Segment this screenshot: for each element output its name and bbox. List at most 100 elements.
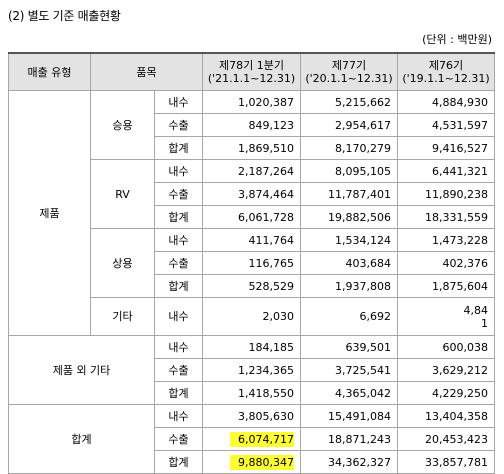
sub-label: 합계 xyxy=(154,136,203,160)
value-cell: 9,416,527 xyxy=(397,136,495,160)
value-cell: 33,857,781 xyxy=(397,450,495,474)
value-cell: 18,871,243 xyxy=(300,427,398,451)
value-cell: 11,787,401 xyxy=(300,182,398,206)
value-cell: 2,030 xyxy=(202,297,301,336)
highlight-mark: 6,074,717 xyxy=(230,431,294,447)
value-cell: 1,875,604 xyxy=(397,274,495,298)
value-cell: 8,095,105 xyxy=(300,159,398,183)
sub-label: 수출 xyxy=(154,427,203,451)
value-cell: 1,937,808 xyxy=(300,274,398,298)
value-cell: 1,869,510 xyxy=(202,136,301,160)
sub-label: 수출 xyxy=(154,358,203,382)
value-cell: 4,531,597 xyxy=(397,113,495,137)
sub-label: 내수 xyxy=(154,404,203,428)
header-period-76-name: 제76기 xyxy=(428,59,464,72)
header-period-78: 제78기 1분기 ('21.1.1~12.31) xyxy=(202,52,301,91)
sub-label: 수출 xyxy=(154,113,203,137)
group-total: 합계 xyxy=(8,404,155,474)
value-cell: 5,215,662 xyxy=(300,90,398,114)
value-cell: 402,376 xyxy=(397,251,495,275)
sub-label: 내수 xyxy=(154,297,203,336)
sub-label: 내수 xyxy=(154,335,203,359)
value-wrap-line-2: 1 xyxy=(481,316,488,330)
table-row: 합계 6,061,728 19,882,506 18,331,559 xyxy=(9,205,495,229)
item-etc: 기타 xyxy=(90,297,155,336)
sub-label: 수출 xyxy=(154,182,203,206)
value-cell: 6,441,321 xyxy=(397,159,495,183)
value-cell: 528,529 xyxy=(202,274,301,298)
header-item: 품목 xyxy=(90,52,203,91)
table-row: 합계 1,418,550 4,365,042 4,229,250 xyxy=(9,381,495,405)
value-cell: 4,884,930 xyxy=(397,90,495,114)
table-row: 수출 849,123 2,954,617 4,531,597 xyxy=(9,113,495,137)
sub-label: 합계 xyxy=(154,381,203,405)
sub-label: 내수 xyxy=(154,90,203,114)
unit-label: (단위 : 백만원) xyxy=(422,33,492,46)
group-other: 제품 외 기타 xyxy=(8,335,155,405)
value-cell: 15,491,084 xyxy=(300,404,398,428)
value-cell: 19,882,506 xyxy=(300,205,398,229)
sales-table: 매출 유형 품목 제78기 1분기 ('21.1.1~12.31) 제77기 (… xyxy=(8,52,495,474)
value-cell: 18,331,559 xyxy=(397,205,495,229)
value-cell: 403,684 xyxy=(300,251,398,275)
table-row: 수출 116,765 403,684 402,376 xyxy=(9,251,495,275)
sub-label: 합계 xyxy=(154,450,203,474)
value-cell: 1,234,365 xyxy=(202,358,301,382)
value-cell: 1,473,228 xyxy=(397,228,495,252)
sub-label: 내수 xyxy=(154,159,203,183)
value-cell: 600,038 xyxy=(397,335,495,359)
header-sales-type: 매출 유형 xyxy=(8,52,91,91)
value-cell: 3,805,630 xyxy=(202,404,301,428)
value-cell: 4,365,042 xyxy=(300,381,398,405)
value-cell: 411,764 xyxy=(202,228,301,252)
value-cell: 1,534,124 xyxy=(300,228,398,252)
table-row: 수출 6,074,717 18,871,243 20,453,423 xyxy=(9,427,495,451)
sub-label: 합계 xyxy=(154,274,203,298)
header-period-76-range: ('19.1.1~12.31) xyxy=(402,72,490,85)
value-cell-highlighted: 9,880,347 xyxy=(202,450,301,474)
value-cell: 639,501 xyxy=(300,335,398,359)
value-wrap-line-1: 4,84 xyxy=(463,303,489,317)
value-cell: 3,725,541 xyxy=(300,358,398,382)
header-period-78-name: 제78기 1분기 xyxy=(219,59,284,72)
table-row: 합계 내수 3,805,630 15,491,084 13,404,358 xyxy=(8,404,495,474)
value-cell: 2,187,264 xyxy=(202,159,301,183)
header-row: 매출 유형 품목 제78기 1분기 ('21.1.1~12.31) 제77기 (… xyxy=(8,52,495,91)
value-cell: 3,874,464 xyxy=(202,182,301,206)
value-cell: 849,123 xyxy=(202,113,301,137)
item-commercial: 상용 xyxy=(90,228,155,298)
table-row: RV 내수 2,187,264 8,095,105 6,441,321 xyxy=(9,159,495,229)
header-period-76: 제76기 ('19.1.1~12.31) xyxy=(397,52,495,91)
value-cell: 4,229,250 xyxy=(397,381,495,405)
value-cell: 20,453,423 xyxy=(397,427,495,451)
header-period-78-range: ('21.1.1~12.31) xyxy=(207,72,296,85)
header-period-77-name: 제77기 xyxy=(331,59,367,72)
value-cell: 116,765 xyxy=(202,251,301,275)
value-cell: 6,692 xyxy=(300,297,398,336)
table-row: 상용 내수 411,764 1,534,124 1,473,228 xyxy=(9,228,495,298)
value-cell: 3,629,212 xyxy=(397,358,495,382)
sub-label: 수출 xyxy=(154,251,203,275)
table-row: 제품 승용 내수 1,020,387 5,215,662 4,884,930 xyxy=(8,90,495,336)
header-period-77-range: ('20.1.1~12.31) xyxy=(305,72,393,85)
item-passenger: 승용 xyxy=(90,90,155,160)
table-row: 합계 528,529 1,937,808 1,875,604 xyxy=(9,274,495,298)
value-cell: 13,404,358 xyxy=(397,404,495,428)
section-title: (2) 별도 기준 매출현황 xyxy=(8,9,121,23)
value-cell-highlighted: 6,074,717 xyxy=(202,427,301,451)
value-cell: 2,954,617 xyxy=(300,113,398,137)
value-cell: 1,418,550 xyxy=(202,381,301,405)
value-cell: 8,170,279 xyxy=(300,136,398,160)
value-cell: 1,020,387 xyxy=(202,90,301,114)
value-cell: 11,890,238 xyxy=(397,182,495,206)
header-period-77: 제77기 ('20.1.1~12.31) xyxy=(300,52,398,91)
value-cell-wrapped: 4,84 1 xyxy=(397,297,495,336)
value-cell: 6,061,728 xyxy=(202,205,301,229)
value-cell: 34,362,327 xyxy=(300,450,398,474)
value-cell: 184,185 xyxy=(202,335,301,359)
table-row: 수출 3,874,464 11,787,401 11,890,238 xyxy=(9,182,495,206)
highlight-mark: 9,880,347 xyxy=(230,454,294,470)
table-row: 합계 1,869,510 8,170,279 9,416,527 xyxy=(9,136,495,160)
group-product: 제품 xyxy=(8,90,91,336)
sub-label: 내수 xyxy=(154,228,203,252)
